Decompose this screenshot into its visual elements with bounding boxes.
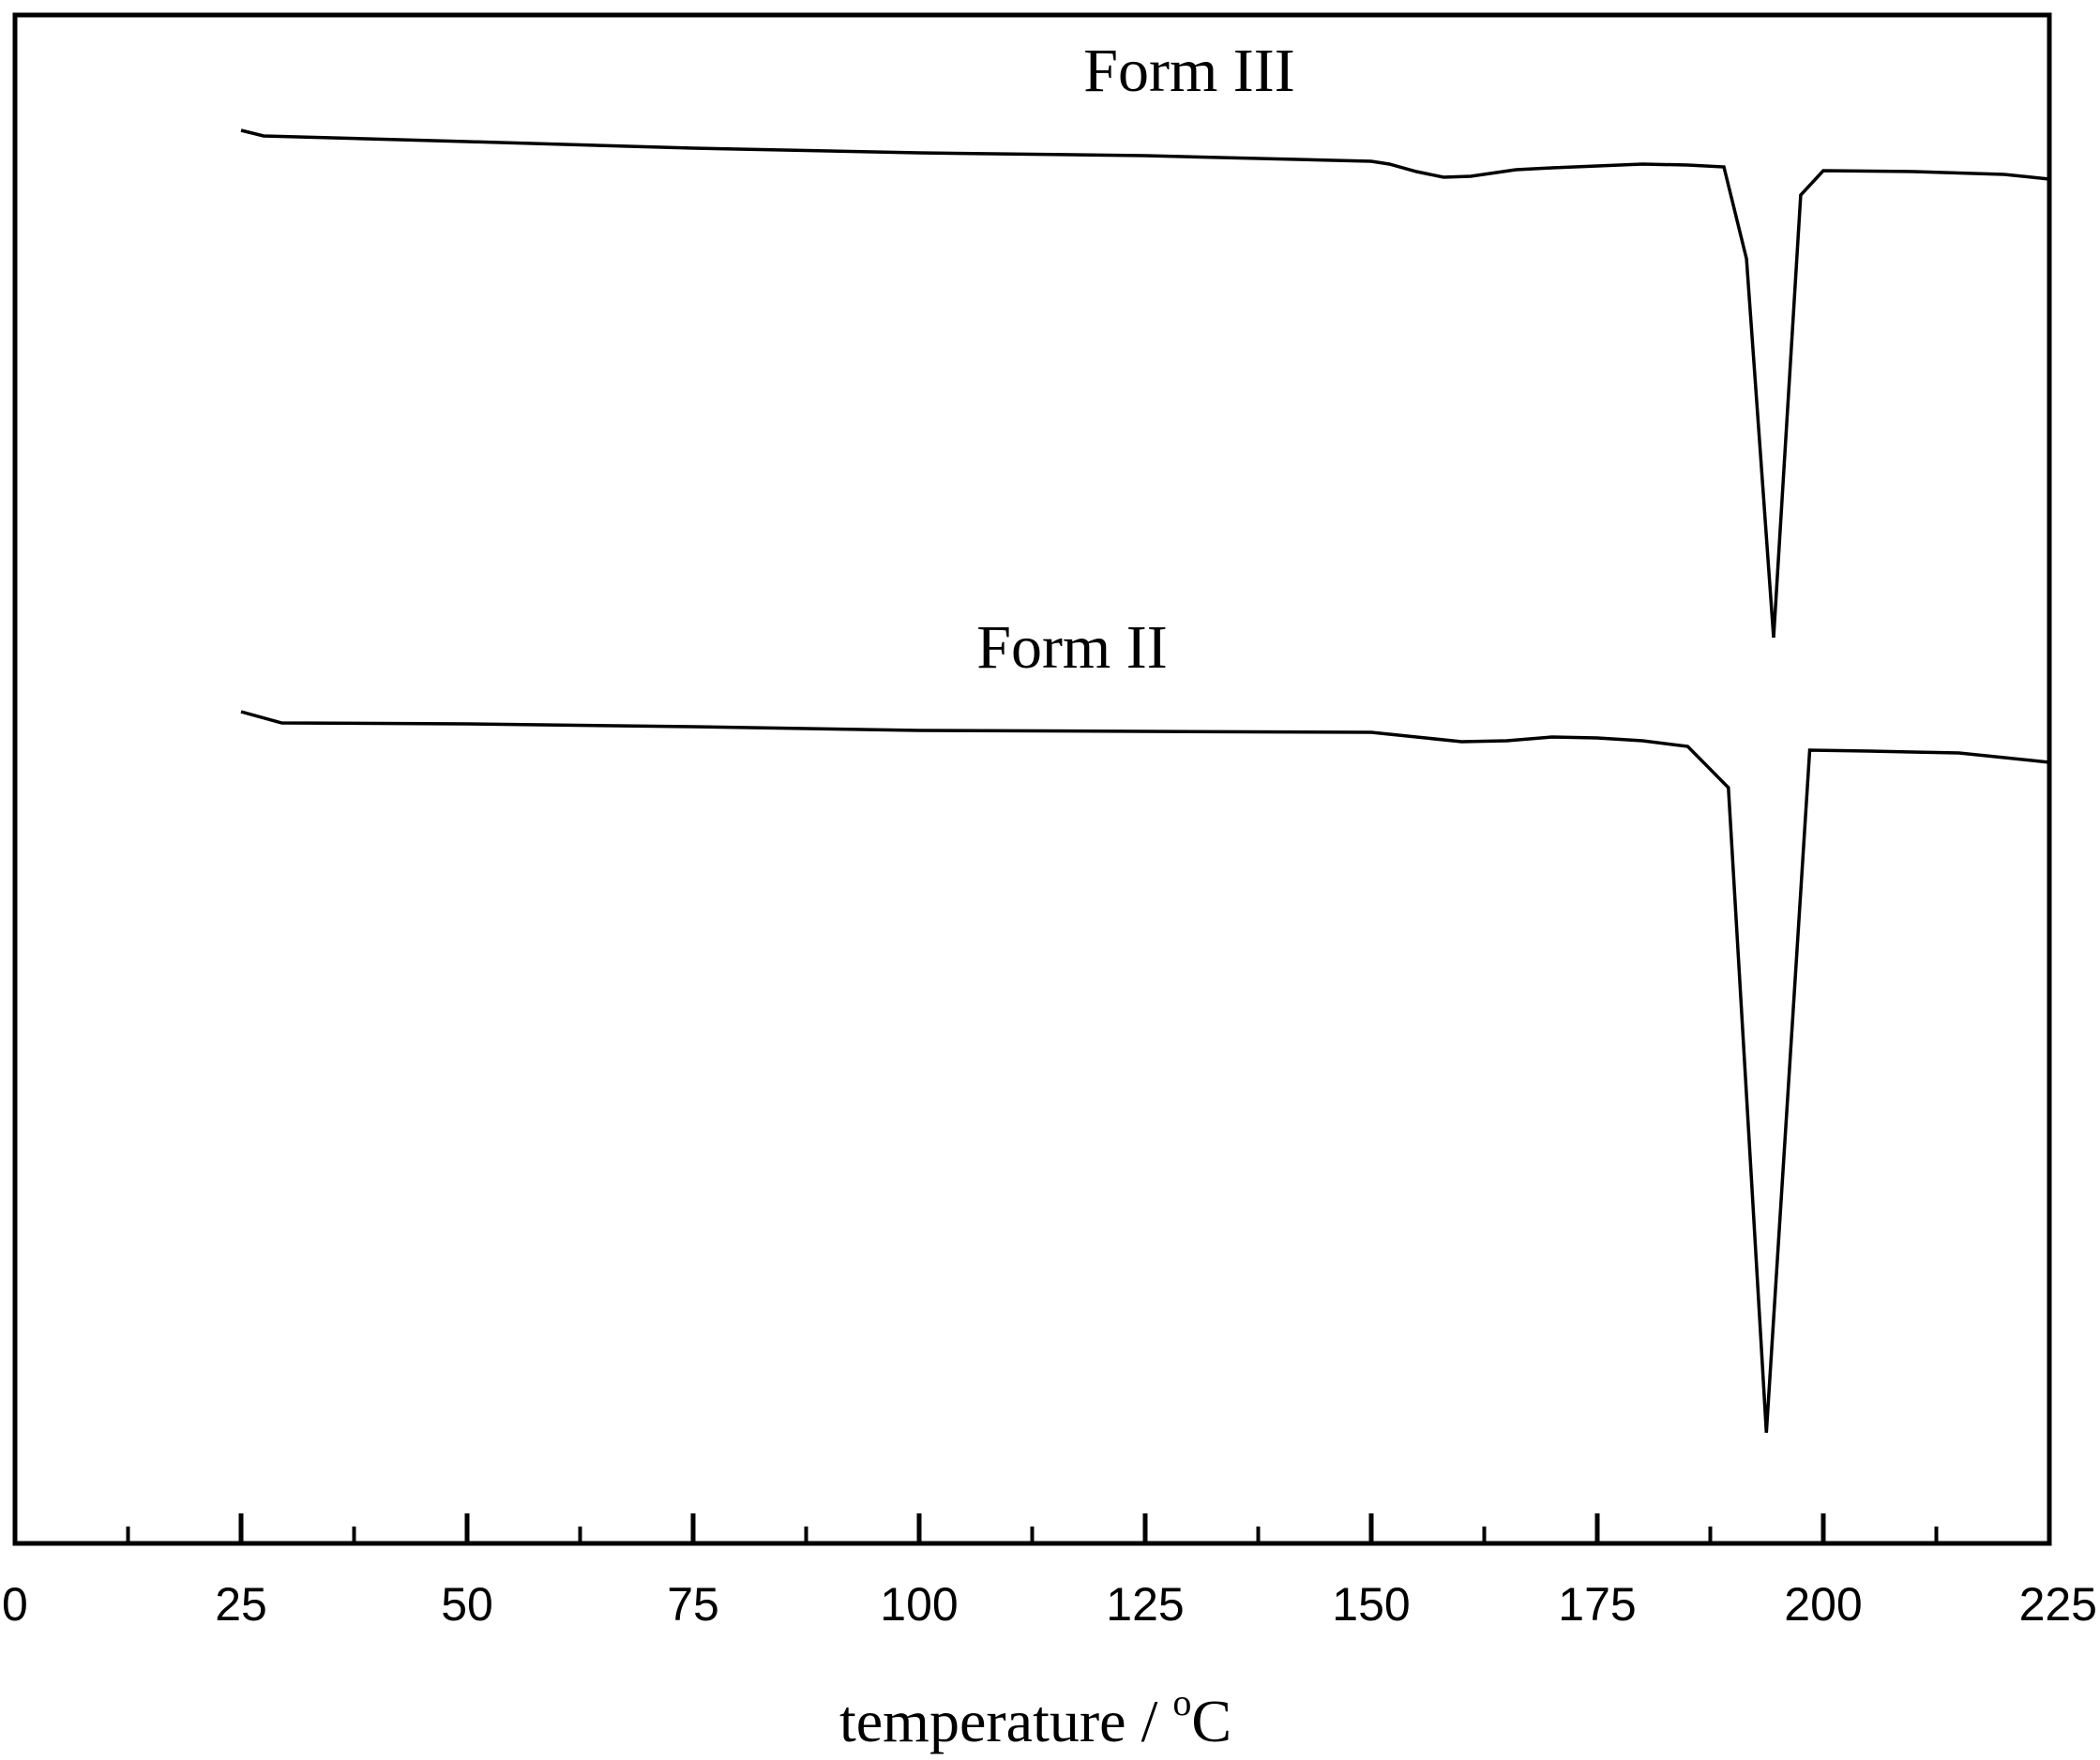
x-tick-label: 50 [441, 1578, 493, 1631]
x-tick-label: 75 [667, 1578, 719, 1631]
x-axis-title: temperature / oC [839, 1681, 1231, 1754]
x-axis-tick-labels: 0 25 50 75 100 125 150 175 200 225 [2, 1578, 2097, 1631]
series-lines [240, 128, 2050, 1434]
x-tick-label: 100 [880, 1578, 958, 1631]
x-tick-label: 150 [1332, 1578, 1410, 1631]
series-line-2 [240, 710, 2050, 1434]
x-tick-label: 200 [1784, 1578, 1862, 1631]
x-axis-title-unit: C [1191, 1688, 1231, 1754]
series-label-1: Form III [1083, 37, 1294, 105]
x-tick-label: 125 [1106, 1578, 1184, 1631]
x-tick-label: 0 [2, 1578, 28, 1631]
x-axis-title-degree: o [1172, 1681, 1191, 1723]
series-labels: Form III Form II [976, 37, 1294, 682]
x-axis-ticks [12, 1513, 2052, 1543]
series-line-1 [240, 128, 2050, 639]
x-tick-label: 175 [1558, 1578, 1636, 1631]
x-tick-label: 25 [215, 1578, 267, 1631]
x-axis-title-text: temperature / [839, 1688, 1172, 1754]
series-label-2: Form II [976, 613, 1167, 682]
x-tick-label: 225 [2019, 1578, 2097, 1631]
